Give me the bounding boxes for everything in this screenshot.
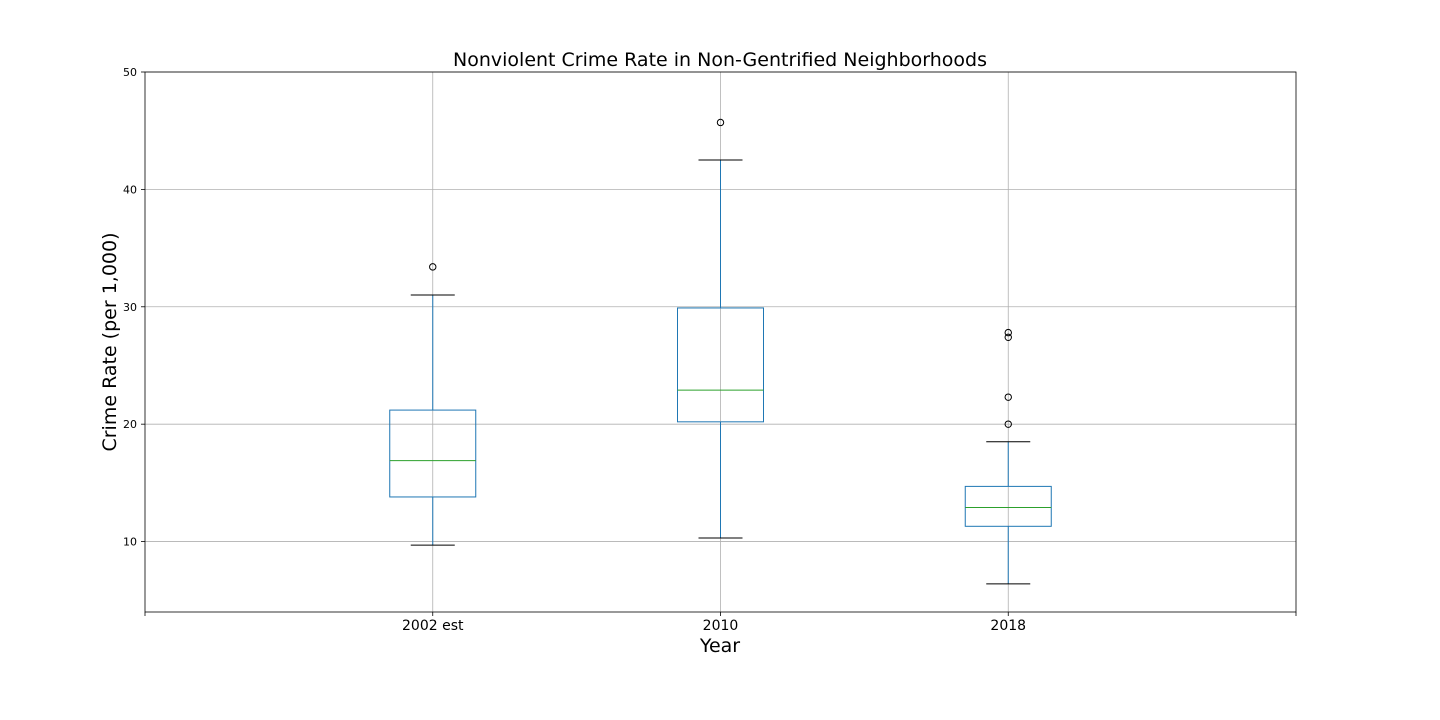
chart-title: Nonviolent Crime Rate in Non-Gentrified … [453,49,987,71]
y-tick-label: 50 [123,66,137,79]
x-axis-label: Year [699,635,740,657]
boxes-layer [389,118,1052,585]
box-2018 [964,328,1052,585]
plot-area-frame [144,71,1297,613]
y-tick-label: 10 [123,536,137,549]
box-2010 [677,118,764,539]
outlier-point [1004,328,1012,337]
y-axis-label: Crime Rate (per 1,000) [99,232,121,451]
iqr-box [389,409,477,498]
x-tick-label: 2010 [703,618,739,634]
iqr-box [677,307,764,423]
iqr-box [964,485,1052,527]
box-2002-est [389,263,477,546]
x-tick-label: 2018 [990,618,1026,634]
outlier-point [1004,393,1012,401]
y-tick-label: 30 [123,301,137,314]
outlier-point [1004,333,1012,342]
outlier-point [716,118,725,127]
outlier-point [429,263,437,271]
y-tick-label: 40 [123,183,137,196]
outlier-point [1004,420,1012,428]
x-axis: 2002 est 2010 2018 [144,612,1297,634]
x-tick-label: 2002 est [402,618,464,634]
y-tick-label: 20 [123,418,137,431]
y-axis: 10 20 30 40 50 [123,66,145,549]
